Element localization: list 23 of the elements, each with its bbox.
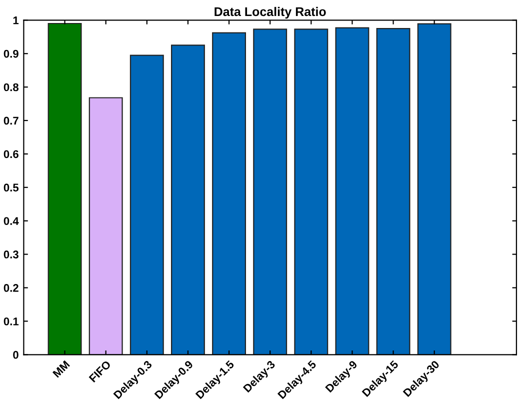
bar xyxy=(170,44,205,355)
bar xyxy=(212,32,246,355)
y-tick-label: 0.6 xyxy=(4,150,18,158)
y-tick-label: 0.9 xyxy=(4,50,18,58)
chart-title: Data Locality Ratio xyxy=(214,6,326,19)
y-tick-label: 0.7 xyxy=(4,116,18,125)
y-tick-label: 0.4 xyxy=(4,217,19,225)
bar xyxy=(376,28,410,355)
bar xyxy=(294,28,328,355)
y-tick-label: 1 xyxy=(13,16,19,24)
y-tick-label: 0.1 xyxy=(4,317,19,326)
y-tick-label: 0.3 xyxy=(4,250,18,258)
bar xyxy=(130,54,164,355)
y-tick-label: 0.2 xyxy=(4,284,18,292)
y-tick-label: 0.5 xyxy=(4,184,19,192)
y-tick-label: 0.8 xyxy=(4,83,19,92)
y-tick-label: 0 xyxy=(13,350,18,359)
bar xyxy=(48,22,82,355)
x-tick-label: MM xyxy=(52,360,70,378)
bar xyxy=(253,28,288,355)
bar xyxy=(335,27,370,355)
bar xyxy=(88,97,123,355)
bar xyxy=(417,23,452,355)
